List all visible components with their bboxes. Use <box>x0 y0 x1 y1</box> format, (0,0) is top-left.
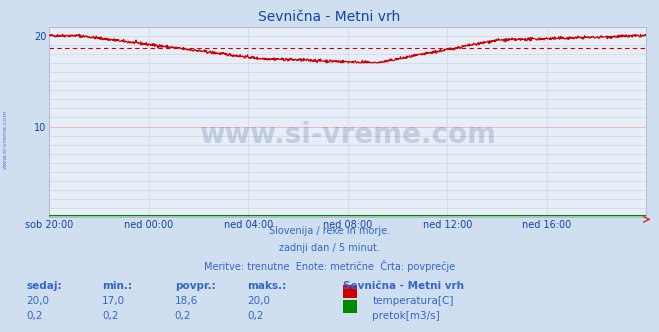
Text: Sevnična - Metni vrh: Sevnična - Metni vrh <box>343 281 464 290</box>
Text: 20,0: 20,0 <box>247 296 270 306</box>
Text: 18,6: 18,6 <box>175 296 198 306</box>
Text: Sevnična - Metni vrh: Sevnična - Metni vrh <box>258 10 401 24</box>
Text: Meritve: trenutne  Enote: metrične  Črta: povprečje: Meritve: trenutne Enote: metrične Črta: … <box>204 260 455 272</box>
Text: 20,0: 20,0 <box>26 296 49 306</box>
Text: zadnji dan / 5 minut.: zadnji dan / 5 minut. <box>279 243 380 253</box>
Text: Slovenija / reke in morje.: Slovenija / reke in morje. <box>269 226 390 236</box>
Text: min.:: min.: <box>102 281 132 290</box>
Text: temperatura[C]: temperatura[C] <box>372 296 454 306</box>
Text: 0,2: 0,2 <box>175 311 191 321</box>
Text: 0,2: 0,2 <box>26 311 43 321</box>
Text: 0,2: 0,2 <box>247 311 264 321</box>
Text: pretok[m3/s]: pretok[m3/s] <box>372 311 440 321</box>
Text: www.si-vreme.com: www.si-vreme.com <box>3 110 8 169</box>
Text: 0,2: 0,2 <box>102 311 119 321</box>
Text: povpr.:: povpr.: <box>175 281 215 290</box>
Text: 17,0: 17,0 <box>102 296 125 306</box>
Text: sedaj:: sedaj: <box>26 281 62 290</box>
Text: maks.:: maks.: <box>247 281 287 290</box>
Text: www.si-vreme.com: www.si-vreme.com <box>199 122 496 149</box>
